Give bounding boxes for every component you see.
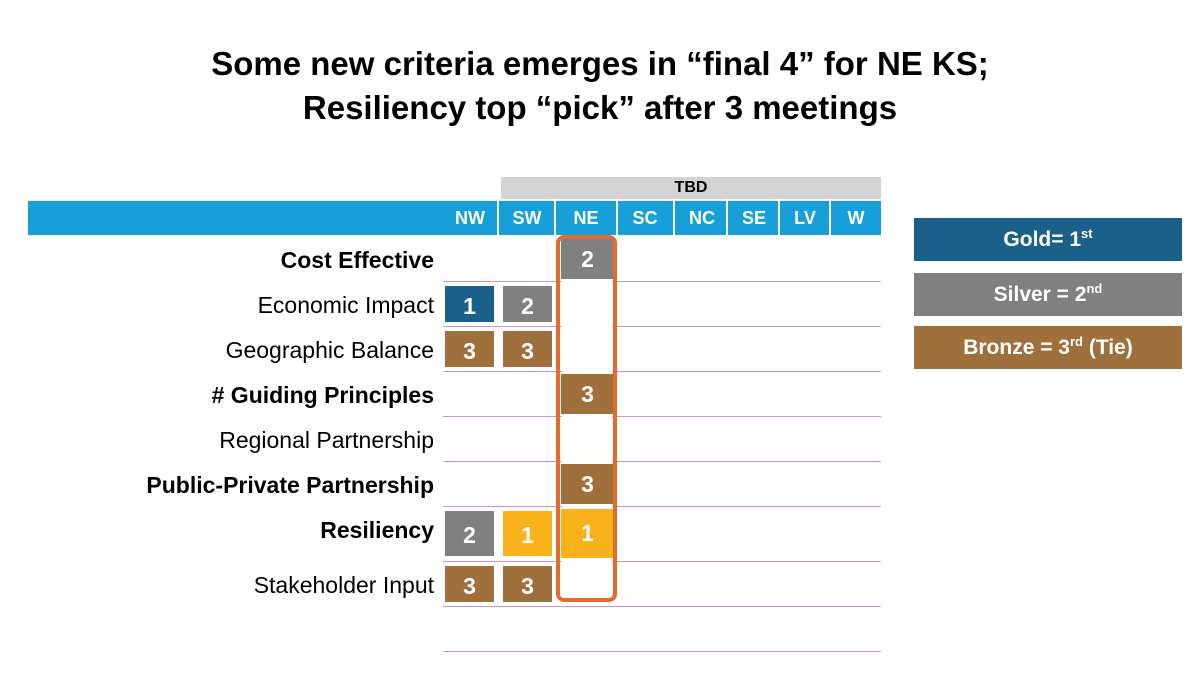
cell-stakeholder-input-nw: 3 bbox=[443, 564, 496, 604]
legend-silver: Silver = 2nd bbox=[914, 273, 1182, 316]
legend-bronze: Bronze = 3rd (Tie) bbox=[914, 326, 1182, 369]
column-separator bbox=[616, 201, 618, 235]
legend-silver-text: Silver = 2 bbox=[993, 283, 1087, 306]
row-label-geographic-balance: Geographic Balance bbox=[225, 337, 434, 363]
column-separator bbox=[554, 201, 556, 235]
tbd-group-header: TBD bbox=[501, 177, 881, 199]
title-line-2: Resiliency top “pick” after 3 meetings bbox=[302, 89, 898, 126]
legend-bronze-suffix: (Tie) bbox=[1083, 336, 1133, 359]
row-divider bbox=[443, 461, 881, 462]
row-divider bbox=[443, 281, 881, 282]
row-label-regional-partnership: Regional Partnership bbox=[219, 427, 434, 453]
row-divider bbox=[443, 326, 881, 327]
cell-economic-impact-nw: 1 bbox=[443, 284, 496, 324]
cell-geographic-balance-sw: 3 bbox=[501, 329, 554, 369]
column-header-bar bbox=[28, 201, 881, 235]
cell-geographic-balance-nw: 3 bbox=[443, 329, 496, 369]
legend-gold-ordinal: st bbox=[1081, 226, 1093, 241]
cell-guiding-principles-ne: 3 bbox=[561, 374, 614, 414]
row-label-stakeholder-input: Stakeholder Input bbox=[253, 572, 434, 598]
title-line-1: Some new criteria emerges in “final 4” f… bbox=[211, 45, 989, 82]
legend-silver-ordinal: nd bbox=[1086, 281, 1103, 296]
ne-column-highlight bbox=[556, 235, 617, 602]
column-separator bbox=[829, 201, 831, 235]
legend-bronze-text: Bronze = 3 bbox=[963, 336, 1070, 359]
row-divider bbox=[443, 371, 881, 372]
row-label-public-private-partnership: Public-Private Partnership bbox=[146, 472, 434, 498]
legend-gold-text: Gold= 1 bbox=[1003, 228, 1082, 251]
legend-gold: Gold= 1st bbox=[914, 218, 1182, 261]
cell-stakeholder-input-sw: 3 bbox=[501, 564, 554, 604]
column-header-ne: NE bbox=[573, 208, 599, 228]
column-header-sw: SW bbox=[512, 208, 542, 228]
column-separator bbox=[778, 201, 780, 235]
column-header-sc: SC bbox=[632, 208, 658, 228]
column-header-nc: NC bbox=[689, 208, 715, 228]
row-divider bbox=[443, 506, 881, 507]
cell-resiliency-sw: 1 bbox=[501, 509, 554, 558]
cell-resiliency-nw: 2 bbox=[443, 509, 496, 558]
row-divider bbox=[443, 561, 881, 562]
column-separator bbox=[726, 201, 728, 235]
row-label-guiding-principles: # Guiding Principles bbox=[211, 382, 434, 408]
row-divider bbox=[443, 416, 881, 417]
cell-cost-effective-ne: 2 bbox=[561, 239, 614, 279]
row-divider bbox=[443, 606, 881, 607]
row-divider bbox=[443, 651, 881, 652]
column-header-lv: LV bbox=[794, 208, 816, 228]
legend-bronze-ordinal: rd bbox=[1070, 334, 1083, 349]
column-separator bbox=[673, 201, 675, 235]
column-header-w: W bbox=[847, 208, 865, 228]
cell-economic-impact-sw: 2 bbox=[501, 284, 554, 324]
row-label-cost-effective: Cost Effective bbox=[280, 247, 434, 273]
cell-public-private-partnership-ne: 3 bbox=[561, 464, 614, 504]
row-label-economic-impact: Economic Impact bbox=[257, 292, 434, 318]
column-header-se: SE bbox=[741, 208, 766, 228]
column-separator bbox=[497, 201, 499, 235]
slide-title: Some new criteria emerges in “final 4” f… bbox=[0, 42, 1200, 130]
cell-resiliency-ne: 1 bbox=[561, 509, 614, 558]
row-label-resiliency: Resiliency bbox=[320, 517, 434, 543]
column-header-nw: NW bbox=[455, 208, 485, 228]
